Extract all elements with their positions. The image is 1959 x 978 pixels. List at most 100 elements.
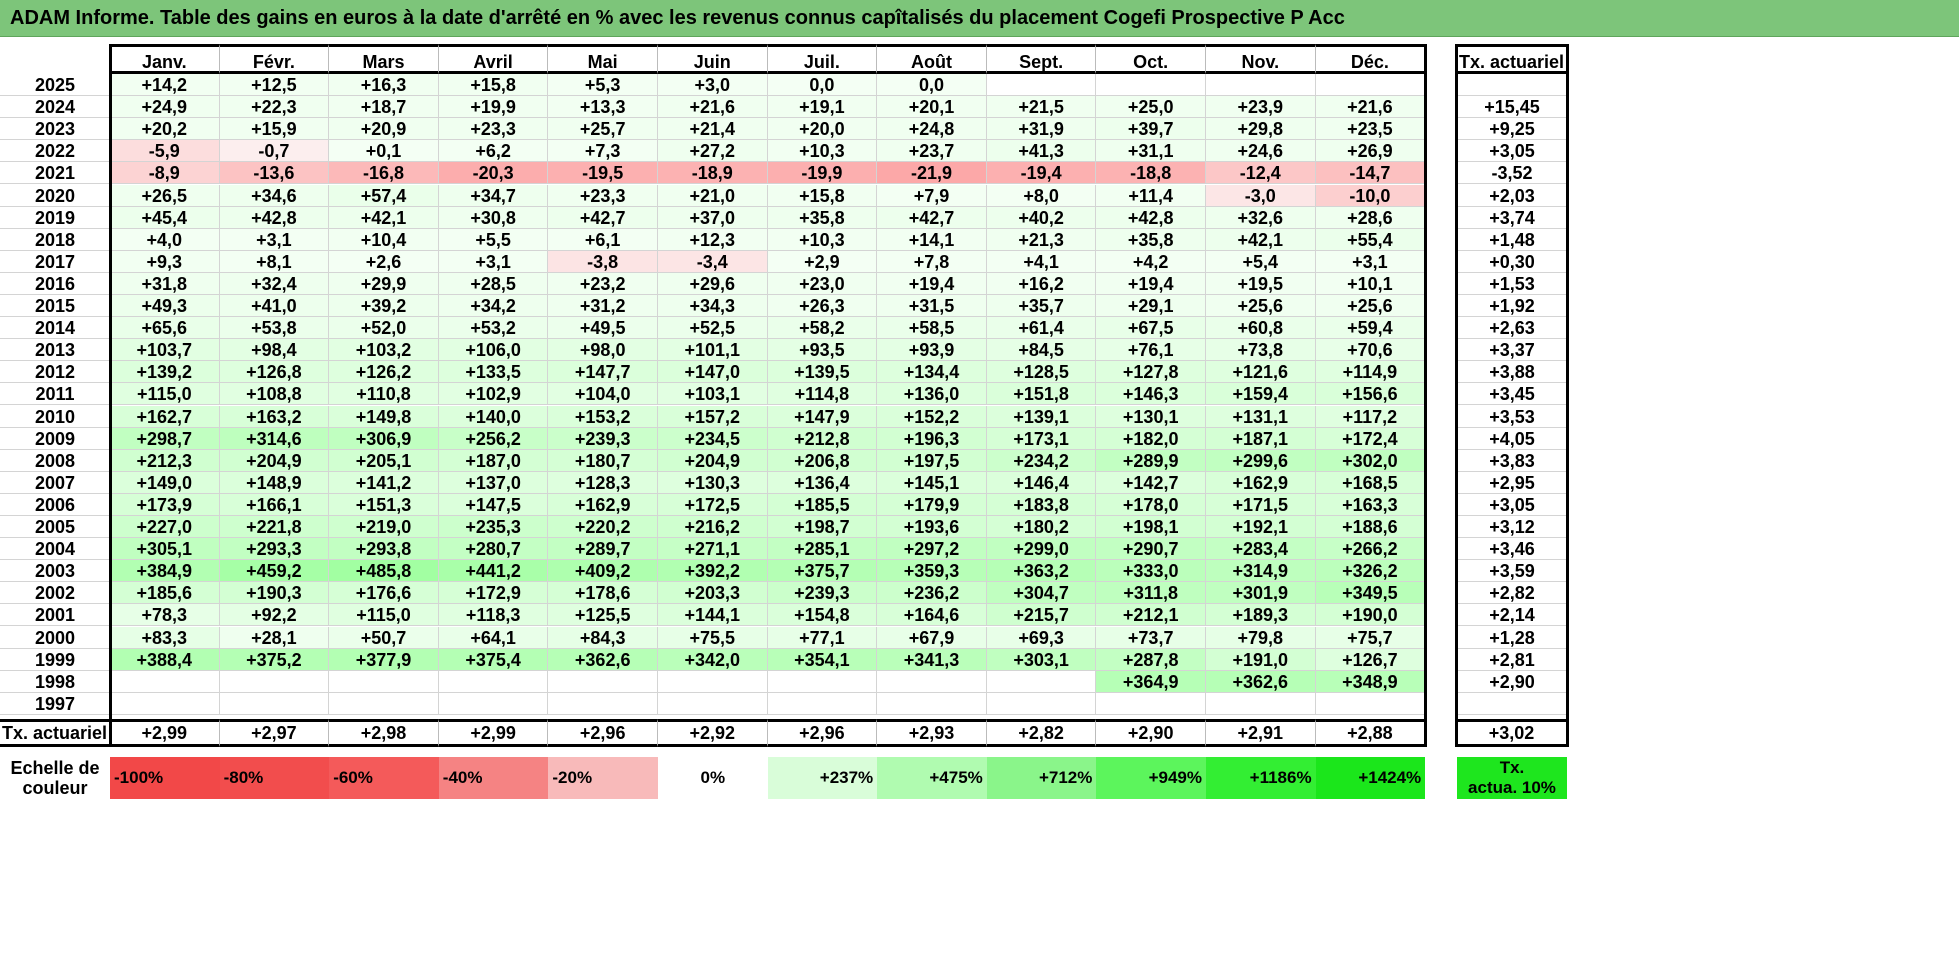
- table-cell: +178,6: [548, 582, 658, 605]
- table-cell: +289,7: [548, 538, 658, 561]
- table-cell: +5,4: [1206, 250, 1316, 273]
- scale-swatch: -60%: [329, 756, 439, 799]
- table-cell: +180,7: [548, 449, 658, 472]
- table-cell: +154,8: [767, 604, 878, 627]
- table-cell: +198,7: [767, 516, 878, 539]
- rate-cell: +4,05: [1457, 428, 1567, 450]
- table-cell: +148,9: [219, 471, 330, 494]
- table-cell: +42,7: [877, 206, 987, 229]
- scale-swatch: -20%: [548, 756, 658, 799]
- table-cell: +183,8: [986, 493, 1097, 516]
- table-cell: +78,3: [110, 604, 220, 627]
- table-cell: -16,8: [329, 162, 439, 185]
- table-cell: +25,6: [1206, 295, 1316, 318]
- totals-cell: +2,88: [1315, 718, 1426, 747]
- table-cell: +190,0: [1315, 604, 1426, 627]
- table-cell: +271,1: [658, 538, 768, 561]
- table-cell: +299,0: [986, 538, 1097, 561]
- table-cell: +304,7: [986, 582, 1097, 605]
- table-cell: +21,3: [986, 228, 1097, 251]
- table-cell: +35,7: [986, 295, 1097, 318]
- scale-label-line1: Echelle de: [10, 757, 100, 778]
- table-cell: 0,0: [877, 74, 987, 97]
- table-cell: +23,2: [548, 272, 658, 295]
- table-cell: +98,0: [548, 339, 658, 362]
- table-cell: +297,2: [877, 538, 987, 561]
- table-cell: +98,4: [219, 339, 330, 362]
- table-cell: +103,7: [110, 339, 220, 362]
- table-cell: +41,0: [219, 295, 330, 318]
- table-cell: +185,6: [110, 582, 220, 605]
- table-cell: [329, 692, 439, 715]
- table-cell: +149,0: [110, 471, 220, 494]
- table-cell: +70,6: [1315, 339, 1426, 362]
- scale-rate-line1: Tx.: [1499, 757, 1525, 777]
- table-cell: +302,0: [1315, 449, 1426, 472]
- table-cell: +163,3: [1315, 493, 1426, 516]
- table-cell: +26,3: [767, 295, 878, 318]
- table-cell: +31,1: [1096, 140, 1206, 163]
- table-cell: +103,1: [658, 383, 768, 406]
- table-cell: +114,8: [767, 383, 878, 406]
- table-cell: +204,9: [219, 449, 330, 472]
- month-header: Janv.: [110, 44, 220, 74]
- table-cell: +212,3: [110, 449, 220, 472]
- table-cell: +280,7: [438, 538, 549, 561]
- table-cell: +301,9: [1206, 582, 1316, 605]
- table-cell: +28,6: [1315, 206, 1426, 229]
- rate-cell: +2,82: [1457, 582, 1567, 605]
- rate-cell: +3,53: [1457, 406, 1567, 428]
- table-cell: +298,7: [110, 427, 220, 450]
- table-cell: +29,1: [1096, 295, 1206, 318]
- table-cell: +147,0: [658, 361, 768, 384]
- row-year: 2000: [0, 627, 110, 649]
- month-header: Avril: [438, 44, 549, 74]
- table-cell: +191,0: [1206, 648, 1316, 671]
- table-cell: +49,5: [548, 317, 658, 340]
- row-year: 2023: [0, 118, 110, 141]
- table-cell: +126,8: [219, 361, 330, 384]
- row-year: 2017: [0, 251, 110, 273]
- table-cell: +20,2: [110, 118, 220, 141]
- table-cell: +171,5: [1206, 493, 1316, 516]
- table-cell: +216,2: [658, 516, 768, 539]
- table-cell: +49,3: [110, 295, 220, 318]
- table-cell: +102,9: [438, 383, 549, 406]
- table-cell: +359,3: [877, 560, 987, 583]
- table-cell: +441,2: [438, 560, 549, 583]
- table-cell: -18,9: [658, 162, 768, 185]
- table-cell: +31,5: [877, 295, 987, 318]
- row-year: 2024: [0, 96, 110, 119]
- table-cell: +157,2: [658, 405, 768, 428]
- table-cell: -0,7: [219, 140, 330, 163]
- scale-swatch: -100%: [110, 756, 220, 799]
- totals-label: Tx. actuariel: [0, 718, 110, 747]
- table-cell: +293,3: [219, 538, 330, 561]
- scale-swatch: 0%: [658, 756, 768, 799]
- table-cell: [986, 670, 1097, 693]
- totals-cell: +2,96: [548, 718, 658, 747]
- table-cell: +40,2: [986, 206, 1097, 229]
- rate-cell: +3,37: [1457, 339, 1567, 362]
- month-header: Nov.: [1206, 44, 1316, 74]
- table-cell: +172,4: [1315, 427, 1426, 450]
- table-cell: +18,7: [329, 96, 439, 119]
- table-cell: [1315, 692, 1426, 715]
- table-cell: +147,9: [767, 405, 878, 428]
- table-cell: +149,8: [329, 405, 439, 428]
- table-cell: +75,5: [658, 626, 768, 649]
- table-cell: +9,3: [110, 250, 220, 273]
- scale-rate-swatch: Tx. actua. 10%: [1457, 756, 1567, 799]
- frame-line: [1455, 44, 1458, 747]
- table-cell: +75,7: [1315, 626, 1426, 649]
- totals-cell: +2,98: [329, 718, 439, 747]
- table-cell: 0,0: [767, 74, 878, 97]
- table-cell: +236,2: [877, 582, 987, 605]
- table-cell: +4,0: [110, 228, 220, 251]
- frame-line: [1424, 44, 1428, 747]
- table-cell: +83,3: [110, 626, 220, 649]
- row-year: 2007: [0, 472, 110, 494]
- table-cell: +384,9: [110, 560, 220, 583]
- table-cell: +76,1: [1096, 339, 1206, 362]
- table-cell: -19,4: [986, 162, 1097, 185]
